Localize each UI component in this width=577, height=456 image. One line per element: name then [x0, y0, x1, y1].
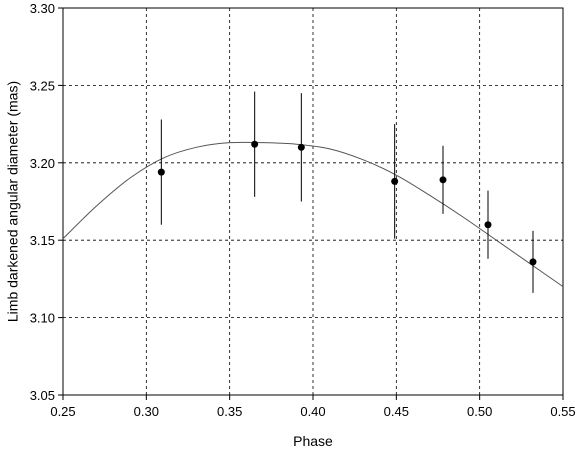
y-tick-label: 3.05: [30, 388, 55, 403]
grid: [63, 8, 563, 395]
x-tick-label: 0.40: [300, 404, 325, 419]
data-point: [157, 168, 165, 176]
fit-curve: [62, 141, 564, 288]
data-point: [529, 258, 537, 266]
data-points-layer: [157, 91, 537, 293]
x-tick-label: 0.55: [550, 404, 575, 419]
y-tick-label: 3.10: [30, 311, 55, 326]
y-tick-label: 3.20: [30, 156, 55, 171]
y-tick-label: 3.25: [30, 78, 55, 93]
y-tick-label: 3.15: [30, 233, 55, 248]
x-tick-label: 0.35: [217, 404, 242, 419]
y-axis-label: Limb darkened angular diameter (mas): [5, 81, 21, 322]
x-tick-label: 0.50: [467, 404, 492, 419]
y-tick-label: 3.30: [30, 1, 55, 16]
x-tick-label: 0.25: [50, 404, 75, 419]
data-point: [439, 176, 447, 184]
x-tick-label: 0.45: [384, 404, 409, 419]
axis-ticks: 0.25 0.30 0.35 0.40 0.45 0.50 0.55 3.05 3.10 3.15…: [30, 1, 576, 419]
x-tick-label: 0.30: [134, 404, 159, 419]
fit-curve-layer: [62, 141, 564, 288]
x-axis-label: Phase: [293, 433, 333, 449]
data-point: [484, 221, 492, 229]
data-point: [251, 140, 259, 148]
data-point: [391, 177, 399, 185]
data-point: [297, 143, 305, 151]
